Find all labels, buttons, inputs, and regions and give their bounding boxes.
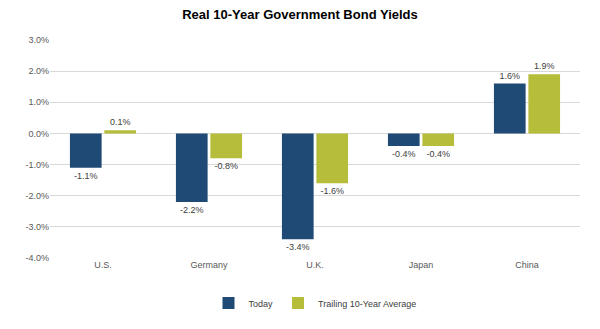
svg-text:Today: Today: [249, 299, 274, 309]
svg-text:-2.2%: -2.2%: [180, 205, 204, 215]
svg-text:2.0%: 2.0%: [28, 66, 49, 76]
svg-text:-1.1%: -1.1%: [74, 171, 98, 181]
svg-text:Germany: Germany: [190, 260, 228, 270]
svg-text:-0.4%: -0.4%: [392, 149, 416, 159]
svg-text:-4.0%: -4.0%: [25, 253, 49, 263]
svg-text:U.S.: U.S.: [94, 260, 112, 270]
svg-text:3.0%: 3.0%: [28, 35, 49, 45]
svg-text:China: China: [515, 260, 539, 270]
svg-text:1.9%: 1.9%: [534, 61, 555, 71]
svg-text:0.0%: 0.0%: [28, 129, 49, 139]
svg-text:Real 10-Year Government Bond Y: Real 10-Year Government Bond Yields: [182, 7, 418, 22]
svg-text:-3.0%: -3.0%: [25, 222, 49, 232]
svg-text:-0.4%: -0.4%: [426, 149, 450, 159]
svg-text:Japan: Japan: [409, 260, 434, 270]
svg-text:Trailing 10-Year Average: Trailing 10-Year Average: [318, 299, 416, 309]
svg-text:-3.4%: -3.4%: [286, 242, 310, 252]
svg-text:-1.0%: -1.0%: [25, 160, 49, 170]
svg-text:0.1%: 0.1%: [110, 117, 131, 127]
svg-text:-2.0%: -2.0%: [25, 191, 49, 201]
svg-text:-1.6%: -1.6%: [320, 186, 344, 196]
svg-text:U.K.: U.K.: [306, 260, 324, 270]
svg-text:1.0%: 1.0%: [28, 97, 49, 107]
svg-text:-0.8%: -0.8%: [214, 161, 238, 171]
svg-text:1.6%: 1.6%: [500, 71, 521, 81]
